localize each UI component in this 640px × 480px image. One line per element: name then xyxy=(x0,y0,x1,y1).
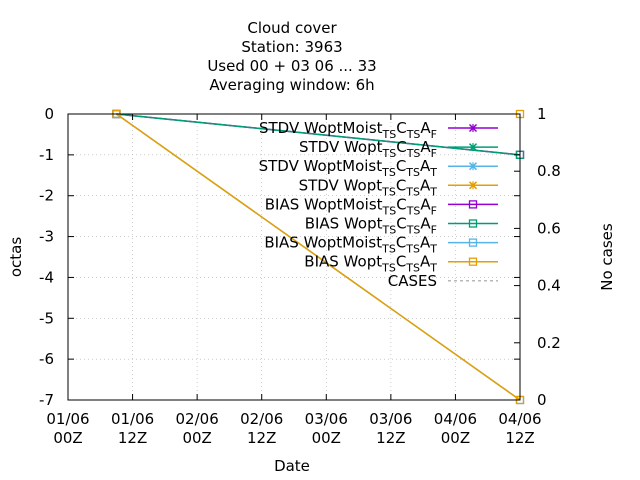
y-axis-label: octas xyxy=(7,237,25,277)
y-tick-label: -1 xyxy=(39,146,54,164)
x-tick-label-hour: 00Z xyxy=(53,429,82,447)
grid xyxy=(68,114,520,400)
x-tick-label-date: 01/06 xyxy=(111,410,154,428)
y-tick-label: -6 xyxy=(39,350,54,368)
y2-axis-ticks: 0 0.2 0.4 0.6 0.8 1 xyxy=(514,105,561,409)
chart-title-line: Station: 3963 xyxy=(241,38,342,56)
y2-tick-label: 0.2 xyxy=(537,334,561,352)
legend-label: STDV WoptTSCTSAT xyxy=(299,176,438,198)
y-tick-label: -3 xyxy=(39,228,54,246)
x-tick-label-hour: 12Z xyxy=(376,429,405,447)
y2-tick-label: 0.6 xyxy=(537,219,561,237)
legend-sample-marker xyxy=(468,219,478,228)
legend-label: STDV WoptMoistTSCTSAT xyxy=(259,157,438,179)
x-tick-label-date: 04/06 xyxy=(498,410,541,428)
legend-sample-marker xyxy=(468,162,478,171)
chart-title-line: Averaging window: 6h xyxy=(209,76,374,94)
y2-tick-label: 0.8 xyxy=(537,162,561,180)
x-tick-label-date: 02/06 xyxy=(176,410,219,428)
legend-label: CASES xyxy=(388,272,437,290)
series-line-6 xyxy=(116,113,521,156)
y-tick-label: -7 xyxy=(39,391,54,409)
legend-sample-marker xyxy=(468,181,478,190)
x-tick-label-hour: 12Z xyxy=(247,429,276,447)
x-tick-label-date: 03/06 xyxy=(369,410,412,428)
x-tick-label-hour: 12Z xyxy=(118,429,147,447)
legend-label: STDV WoptTSCTSAF xyxy=(299,138,437,160)
plot-border xyxy=(67,113,521,401)
chart-title-line: Cloud cover xyxy=(247,19,337,37)
legend-sample-marker xyxy=(468,200,478,209)
legend-label: BIAS WoptMoistTSCTSAF xyxy=(265,195,437,217)
y2-tick-label: 0 xyxy=(537,391,547,409)
x-tick-label-date: 01/06 xyxy=(46,410,89,428)
y2-tick-label: 1 xyxy=(537,105,547,123)
x-axis-ticks: 01/0600Z01/0612Z02/0600Z02/0612Z03/0600Z… xyxy=(46,114,542,447)
x-axis-label: Date xyxy=(274,457,310,475)
y-tick-label: 0 xyxy=(44,105,54,123)
x-tick-label-hour: 00Z xyxy=(312,429,341,447)
x-tick-label-hour: 12Z xyxy=(505,429,534,447)
legend-label: BIAS WoptTSCTSAF xyxy=(305,215,437,237)
legend-sample-marker xyxy=(468,257,478,266)
legend-sample-marker xyxy=(468,123,478,133)
chart-title-line: Used 00 + 03 06 ... 33 xyxy=(207,57,376,75)
legend-sample-marker xyxy=(468,238,478,247)
x-tick-label-date: 03/06 xyxy=(305,410,348,428)
y-tick-label: -4 xyxy=(39,268,54,286)
x-tick-label-date: 04/06 xyxy=(434,410,477,428)
legend-sample-marker xyxy=(468,143,478,152)
y-tick-label: -5 xyxy=(39,309,54,327)
legend-label: BIAS WoptMoistTSCTSAT xyxy=(264,234,437,256)
y-tick-label: -2 xyxy=(39,187,54,205)
x-tick-label-hour: 00Z xyxy=(441,429,470,447)
x-tick-label-hour: 00Z xyxy=(182,429,211,447)
series-line-8 xyxy=(115,113,521,401)
legend-label: BIAS WoptTSCTSAT xyxy=(304,253,437,275)
x-tick-label-date: 02/06 xyxy=(240,410,283,428)
legend-label: STDV WoptMoistTSCTSAF xyxy=(259,119,437,141)
y2-axis-label: No cases xyxy=(598,223,616,291)
y-axis-ticks: 0 -1 -2 -3 -4 -5 -6 -7 xyxy=(39,105,520,409)
y2-tick-label: 0.4 xyxy=(537,277,561,295)
